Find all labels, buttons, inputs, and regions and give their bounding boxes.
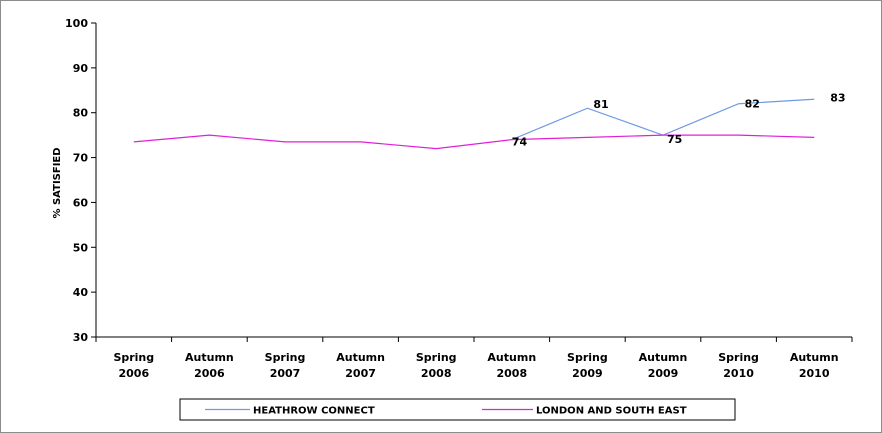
- data-label: 75: [667, 133, 682, 146]
- y-axis: 30 40 50 60 70 80 90 100: [65, 17, 97, 344]
- data-label: 82: [745, 98, 760, 111]
- x-tick-label: Spring 2010: [718, 351, 759, 380]
- x-tick-label: Autumn 2010: [790, 351, 839, 380]
- legend: HEATHROW CONNECT LONDON AND SOUTH EAST: [179, 398, 736, 421]
- y-tick-label: 70: [73, 152, 89, 165]
- series-line-london-and-south-east: [133, 134, 815, 150]
- x-tick-label: Spring 2006: [113, 351, 154, 380]
- y-tick-label: 80: [73, 107, 89, 120]
- x-tick-label: Autumn 2009: [639, 351, 688, 380]
- data-labels: 74 81 75 82 83: [512, 91, 846, 148]
- x-tick-label: Spring 2007: [265, 351, 306, 380]
- legend-box: [179, 398, 736, 421]
- series-lines: [133, 98, 815, 150]
- legend-label: HEATHROW CONNECT: [253, 406, 375, 417]
- y-tick-label: 60: [73, 196, 89, 209]
- x-axis: Spring 2006 Autumn 2006 Spring 2007 Autumn 2007…: [95, 336, 853, 380]
- legend-label: LONDON AND SOUTH EAST: [536, 406, 687, 417]
- x-tick-label: Autumn 2007: [336, 351, 385, 380]
- x-tick-label: Spring 2009: [567, 351, 608, 380]
- data-label: 83: [830, 91, 845, 104]
- data-label: 81: [593, 98, 608, 111]
- x-tick-label: Autumn 2006: [185, 351, 234, 380]
- y-tick-label: 50: [73, 241, 89, 254]
- x-tick-label: Spring 2008: [416, 351, 457, 380]
- x-tick-label: Autumn 2008: [487, 351, 536, 380]
- series-line-heathrow-connect: [511, 98, 815, 141]
- y-axis-title: % SATISFIED: [52, 147, 63, 218]
- data-label: 74: [512, 136, 528, 149]
- y-tick-label: 90: [73, 62, 89, 75]
- y-tick-label: 30: [73, 331, 89, 344]
- y-tick-label: 100: [65, 17, 88, 30]
- y-tick-label: 40: [73, 286, 89, 299]
